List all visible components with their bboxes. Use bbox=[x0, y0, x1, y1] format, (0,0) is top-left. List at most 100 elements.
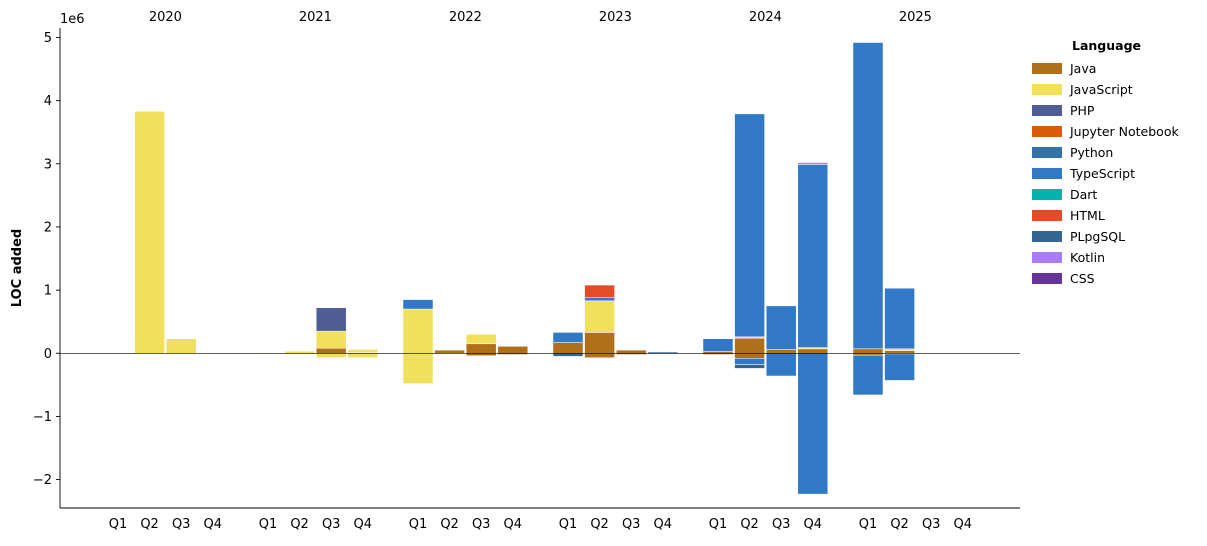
bar-segment-2025-Q2-java bbox=[884, 350, 915, 354]
x-tick-label: Q4 bbox=[204, 517, 223, 532]
bar-segment-2025-Q1-java bbox=[852, 348, 884, 354]
x-tick-label: Q2 bbox=[440, 517, 459, 532]
bar-segment-2023-Q1-plpgsql bbox=[552, 353, 584, 357]
x-tick-label: Q1 bbox=[559, 517, 578, 532]
legend-label: Dart bbox=[1070, 187, 1098, 202]
bar-segment-2020-Q3-javascript bbox=[165, 338, 197, 354]
x-tick-label: Q1 bbox=[259, 517, 278, 532]
legend-swatch bbox=[1032, 210, 1062, 221]
legend-item: Jupyter Notebook bbox=[1026, 121, 1201, 142]
bar-segment-2024-Q2-typescript bbox=[734, 113, 765, 338]
x-tick-label: Q2 bbox=[740, 517, 759, 532]
year-label: 2024 bbox=[749, 10, 782, 25]
bar-segment-2024-Q4-typescript bbox=[797, 164, 829, 348]
bar-segment-2021-Q4-javascript bbox=[347, 349, 379, 353]
legend-swatch bbox=[1032, 189, 1062, 200]
legend-swatch bbox=[1032, 126, 1062, 137]
bar-segment-2023-Q3-java bbox=[615, 349, 647, 354]
y-tick-label: 1 bbox=[44, 284, 52, 299]
bar-segment-2022-Q3-java bbox=[465, 343, 497, 354]
y-tick-label: 4 bbox=[44, 94, 52, 109]
legend-label: JavaScript bbox=[1070, 82, 1133, 97]
y-tick-label: 5 bbox=[44, 31, 52, 46]
legend-item: Dart bbox=[1026, 184, 1201, 205]
bar-segment-2023-Q1-typescript bbox=[552, 332, 584, 343]
legend-swatch bbox=[1032, 84, 1062, 95]
bar-segment-2024-Q4-typescript bbox=[797, 353, 829, 495]
legend-item: JavaScript bbox=[1026, 79, 1201, 100]
bar-segment-2022-Q3-javascript bbox=[465, 334, 497, 345]
y-tick-label: −1 bbox=[33, 410, 52, 425]
bar-segment-2021-Q1-javascript bbox=[252, 352, 284, 354]
legend-label: CSS bbox=[1070, 271, 1095, 286]
x-tick-label: Q2 bbox=[890, 517, 909, 532]
y-tick-label: −2 bbox=[33, 473, 52, 488]
x-tick-label: Q3 bbox=[622, 517, 641, 532]
year-label: 2025 bbox=[899, 10, 932, 25]
x-tick-label: Q4 bbox=[804, 517, 823, 532]
legend-item: PHP bbox=[1026, 100, 1201, 121]
legend-label: HTML bbox=[1070, 208, 1105, 223]
legend-items: Java JavaScript PHP Jupyter Notebook Python T… bbox=[1026, 58, 1201, 289]
bar-segment-2023-Q2-typescript bbox=[584, 297, 615, 302]
bar-segment-2025-Q1-typescript bbox=[852, 354, 884, 396]
bar-segment-2024-Q3-typescript bbox=[765, 353, 797, 377]
legend-swatch bbox=[1032, 252, 1062, 263]
bar-segment-2024-Q2-typescript bbox=[734, 358, 765, 365]
bar-segment-2022-Q3-java bbox=[465, 353, 497, 357]
bar-segment-2025-Q2-javascript bbox=[884, 348, 915, 351]
bar-segment-2021-Q3-java bbox=[315, 347, 347, 354]
x-tick-label: Q3 bbox=[172, 517, 191, 532]
x-tick-label: Q3 bbox=[322, 517, 341, 532]
bar-segment-2022-Q4-java bbox=[497, 346, 529, 354]
bar-segment-2021-Q4-javascript bbox=[347, 353, 379, 358]
bar-segment-2024-Q2-java bbox=[734, 337, 765, 354]
legend-label: Java bbox=[1070, 61, 1097, 76]
legend-label: Python bbox=[1070, 145, 1114, 160]
bar-segment-2025-Q1-typescript bbox=[852, 42, 884, 350]
legend-label: Kotlin bbox=[1070, 250, 1105, 265]
legend-title: Language bbox=[1071, 38, 1141, 53]
bar-segment-2021-Q2-dart bbox=[284, 350, 315, 352]
legend-swatch bbox=[1032, 273, 1062, 284]
year-label: 2021 bbox=[299, 10, 332, 25]
legend-item: Python bbox=[1026, 142, 1201, 163]
bar-segment-2025-Q2-typescript bbox=[884, 353, 915, 381]
x-tick-label: Q1 bbox=[409, 517, 428, 532]
year-label: 2022 bbox=[449, 10, 482, 25]
y-axis-label: LOC added bbox=[10, 229, 25, 307]
x-tick-label: Q4 bbox=[954, 517, 973, 532]
x-tick-label: Q3 bbox=[472, 517, 491, 532]
bar-segment-2024-Q2-plpgsql bbox=[734, 364, 765, 369]
bar-segment-2024-Q3-java bbox=[765, 349, 797, 354]
bar-segment-2023-Q2-html bbox=[584, 284, 615, 298]
x-tick-label: Q2 bbox=[290, 517, 309, 532]
legend-label: PLpgSQL bbox=[1070, 229, 1126, 244]
x-tick-label: Q4 bbox=[654, 517, 673, 532]
x-tick-label: Q1 bbox=[109, 517, 128, 532]
y-offset-label: 1e6 bbox=[60, 12, 85, 27]
y-tick-label: 0 bbox=[44, 347, 52, 362]
x-tick-label: Q3 bbox=[772, 517, 791, 532]
x-tick-label: Q3 bbox=[922, 517, 941, 532]
bar-segment-2024-Q2-java bbox=[734, 353, 765, 359]
bar-segment-2021-Q3-javascript bbox=[315, 330, 347, 349]
bar-segment-2023-Q1-java bbox=[552, 342, 584, 354]
legend: Language Java JavaScript PHP Jupyter Notebo… bbox=[1026, 38, 1201, 289]
bar-segment-2020-Q2-javascript bbox=[134, 111, 165, 354]
bar-segment-2023-Q2-java bbox=[584, 332, 615, 354]
bar-segment-2024-Q4-kotlin bbox=[797, 162, 829, 165]
y-tick-label: 3 bbox=[44, 157, 52, 172]
x-tick-label: Q4 bbox=[504, 517, 523, 532]
legend-label: TypeScript bbox=[1070, 166, 1135, 181]
legend-item: Kotlin bbox=[1026, 247, 1201, 268]
year-label: 2023 bbox=[599, 10, 632, 25]
bar-segment-2021-Q3-php bbox=[315, 307, 347, 332]
x-tick-label: Q4 bbox=[354, 517, 373, 532]
legend-label: PHP bbox=[1070, 103, 1095, 118]
x-tick-label: Q1 bbox=[709, 517, 728, 532]
legend-swatch bbox=[1032, 168, 1062, 179]
legend-swatch bbox=[1032, 63, 1062, 74]
